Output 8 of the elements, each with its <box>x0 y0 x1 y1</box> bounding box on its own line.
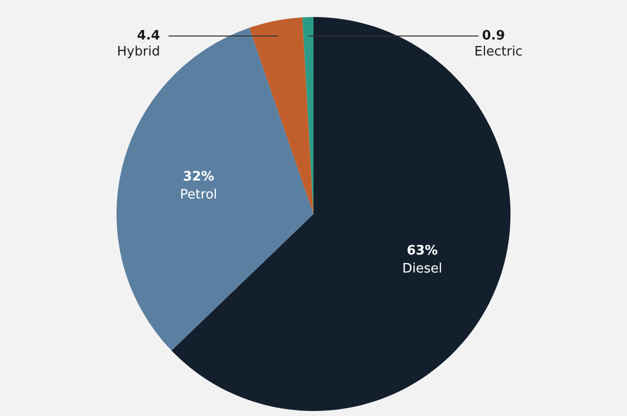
slice-label: Diesel <box>402 262 442 277</box>
data-label: 32% <box>183 170 214 185</box>
data-label: 4.4 <box>136 28 160 44</box>
slice-label: Petrol <box>180 188 218 203</box>
slice-label: Electric <box>474 44 523 60</box>
data-label: 63% <box>406 244 438 259</box>
data-label: 0.9 <box>482 28 506 44</box>
slice-label: Hybrid <box>117 44 160 60</box>
